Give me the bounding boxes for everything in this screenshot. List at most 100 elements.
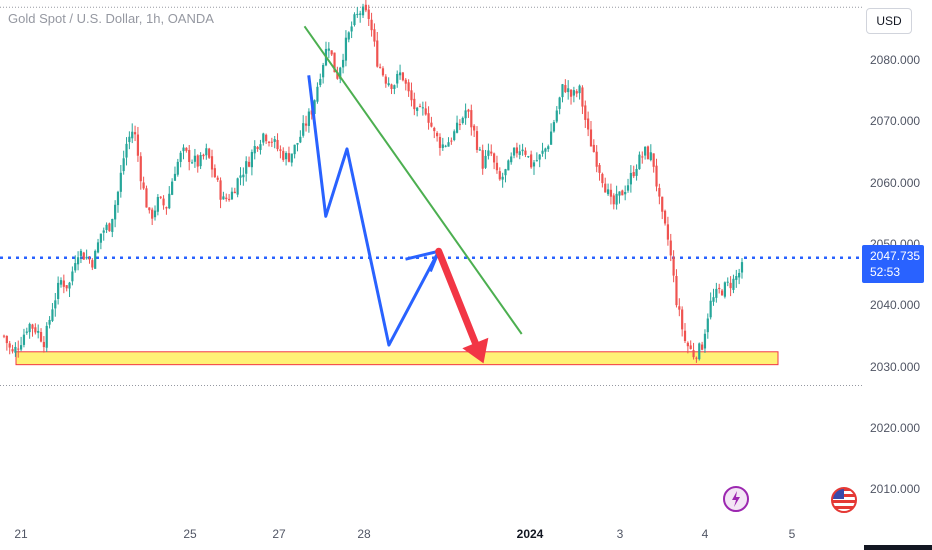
candle-body xyxy=(738,272,741,278)
candle-body xyxy=(8,343,11,348)
candle-body xyxy=(404,79,407,84)
candle-body xyxy=(715,288,718,298)
candle-body xyxy=(190,162,194,164)
candle-body xyxy=(193,155,197,162)
candle-body xyxy=(587,118,590,130)
candle-body xyxy=(122,158,125,172)
candle-body xyxy=(276,139,279,150)
candle-body xyxy=(663,210,667,224)
candle-body xyxy=(376,40,379,67)
candle-body xyxy=(279,149,282,151)
candle-body xyxy=(74,263,77,271)
candle-body xyxy=(612,195,615,205)
candle-body xyxy=(538,154,541,160)
candle-body xyxy=(68,282,71,289)
candle-body xyxy=(510,156,513,163)
candle-body xyxy=(51,309,54,321)
bottom-toolbar-edge xyxy=(864,545,932,550)
current-price-label: 2047.735 xyxy=(870,249,921,263)
candle-body xyxy=(455,122,459,133)
candle-body xyxy=(527,156,530,158)
candle-body xyxy=(116,191,120,206)
candle-body xyxy=(302,123,305,136)
candle-body xyxy=(364,4,367,11)
candle-body xyxy=(171,181,174,195)
candle-body xyxy=(48,319,51,325)
candle-body xyxy=(119,172,122,192)
time-axis-label: 2024 xyxy=(516,527,544,541)
time-axis-label: 21 xyxy=(14,527,28,541)
currency-selector-button[interactable]: USD xyxy=(866,8,912,34)
candle-body xyxy=(347,32,350,40)
candle-body xyxy=(470,110,473,128)
candle-body xyxy=(156,197,159,212)
candle-body xyxy=(689,345,692,349)
candle-body xyxy=(336,71,339,79)
candle-body xyxy=(427,113,430,123)
candle-body xyxy=(148,207,151,211)
candle-body xyxy=(524,150,527,155)
candle-body xyxy=(615,193,618,205)
candle-body xyxy=(669,240,672,256)
candle-body xyxy=(638,154,641,170)
candle-body xyxy=(518,151,521,155)
zigzag-pattern-line xyxy=(307,75,441,347)
candle-body xyxy=(384,76,387,84)
candle-body xyxy=(393,85,396,89)
candle-body xyxy=(379,66,382,68)
candle-body xyxy=(267,141,271,143)
trendline xyxy=(303,25,523,335)
candle-body xyxy=(555,110,558,122)
candle-body xyxy=(333,52,336,73)
candle-body xyxy=(421,107,424,109)
candle-body xyxy=(410,90,413,101)
candle-body xyxy=(313,100,316,115)
candle-body xyxy=(82,252,85,260)
candle-body xyxy=(641,156,644,158)
candle-body xyxy=(233,191,236,194)
candle-body xyxy=(652,153,655,167)
candle-body xyxy=(481,150,484,169)
candle-body xyxy=(501,176,504,180)
candle-body xyxy=(17,348,20,350)
candle-body xyxy=(453,131,456,141)
candle-body xyxy=(228,198,231,200)
candle-body xyxy=(732,278,735,290)
candle-body xyxy=(618,191,621,196)
candle-body xyxy=(353,14,356,26)
candle-body xyxy=(62,280,65,287)
candle-body xyxy=(39,331,43,342)
candle-body xyxy=(675,276,678,306)
candle-body xyxy=(159,196,162,198)
candle-body xyxy=(316,86,319,102)
lightning-icon[interactable] xyxy=(723,486,749,512)
candle-body xyxy=(361,6,365,16)
price-axis-label: 2070.000 xyxy=(870,114,921,129)
candle-body xyxy=(282,150,285,160)
candle-body xyxy=(726,281,729,283)
candle-body xyxy=(210,156,214,170)
candle-body xyxy=(182,147,185,152)
candle-body xyxy=(205,148,208,156)
candle-body xyxy=(720,290,724,296)
candle-body xyxy=(42,341,45,348)
candle-body xyxy=(247,161,251,167)
candle-body xyxy=(558,97,561,109)
candle-body xyxy=(532,162,536,167)
candle-body xyxy=(447,142,450,147)
candle-body xyxy=(666,224,670,240)
lightning-icon-glyph xyxy=(732,491,740,507)
candle-body xyxy=(105,224,108,230)
candle-body xyxy=(59,280,63,285)
candle-body xyxy=(644,146,647,156)
candle-body xyxy=(598,165,601,173)
candle-body xyxy=(735,275,738,280)
candle-body xyxy=(478,149,481,151)
candle-body xyxy=(683,330,687,341)
us-flag-icon[interactable] xyxy=(830,486,858,514)
candle-body xyxy=(327,48,330,51)
zigzag-arrowhead xyxy=(405,249,441,273)
candle-body xyxy=(567,88,570,93)
candle-body xyxy=(686,342,689,347)
